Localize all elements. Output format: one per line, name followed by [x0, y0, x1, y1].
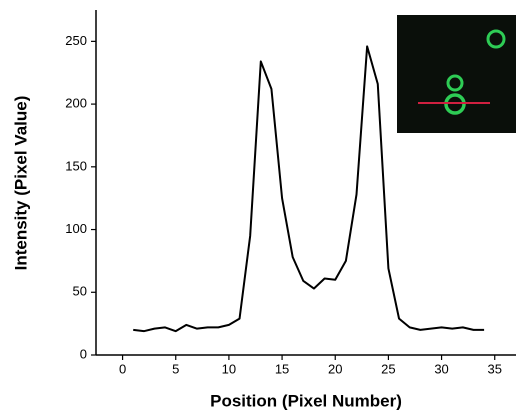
x-tick-label: 20 — [328, 361, 342, 376]
y-tick-label: 100 — [65, 221, 87, 236]
x-tick-label: 35 — [487, 361, 501, 376]
y-tick-label: 250 — [65, 33, 87, 48]
x-axis-title: Position (Pixel Number) — [210, 391, 402, 410]
x-tick-label: 15 — [275, 361, 289, 376]
x-tick-label: 25 — [381, 361, 395, 376]
x-tick-label: 30 — [434, 361, 448, 376]
y-axis-title: Intensity (Pixel Value) — [11, 96, 30, 271]
y-tick-label: 150 — [65, 158, 87, 173]
data-line — [133, 45, 485, 333]
y-tick-label: 0 — [80, 346, 87, 361]
x-tick-label: 10 — [222, 361, 236, 376]
x-tick-label: 5 — [172, 361, 179, 376]
y-tick-label: 200 — [65, 96, 87, 111]
y-tick-label: 50 — [73, 284, 87, 299]
x-tick-label: 0 — [119, 361, 126, 376]
inset-image — [397, 15, 516, 133]
